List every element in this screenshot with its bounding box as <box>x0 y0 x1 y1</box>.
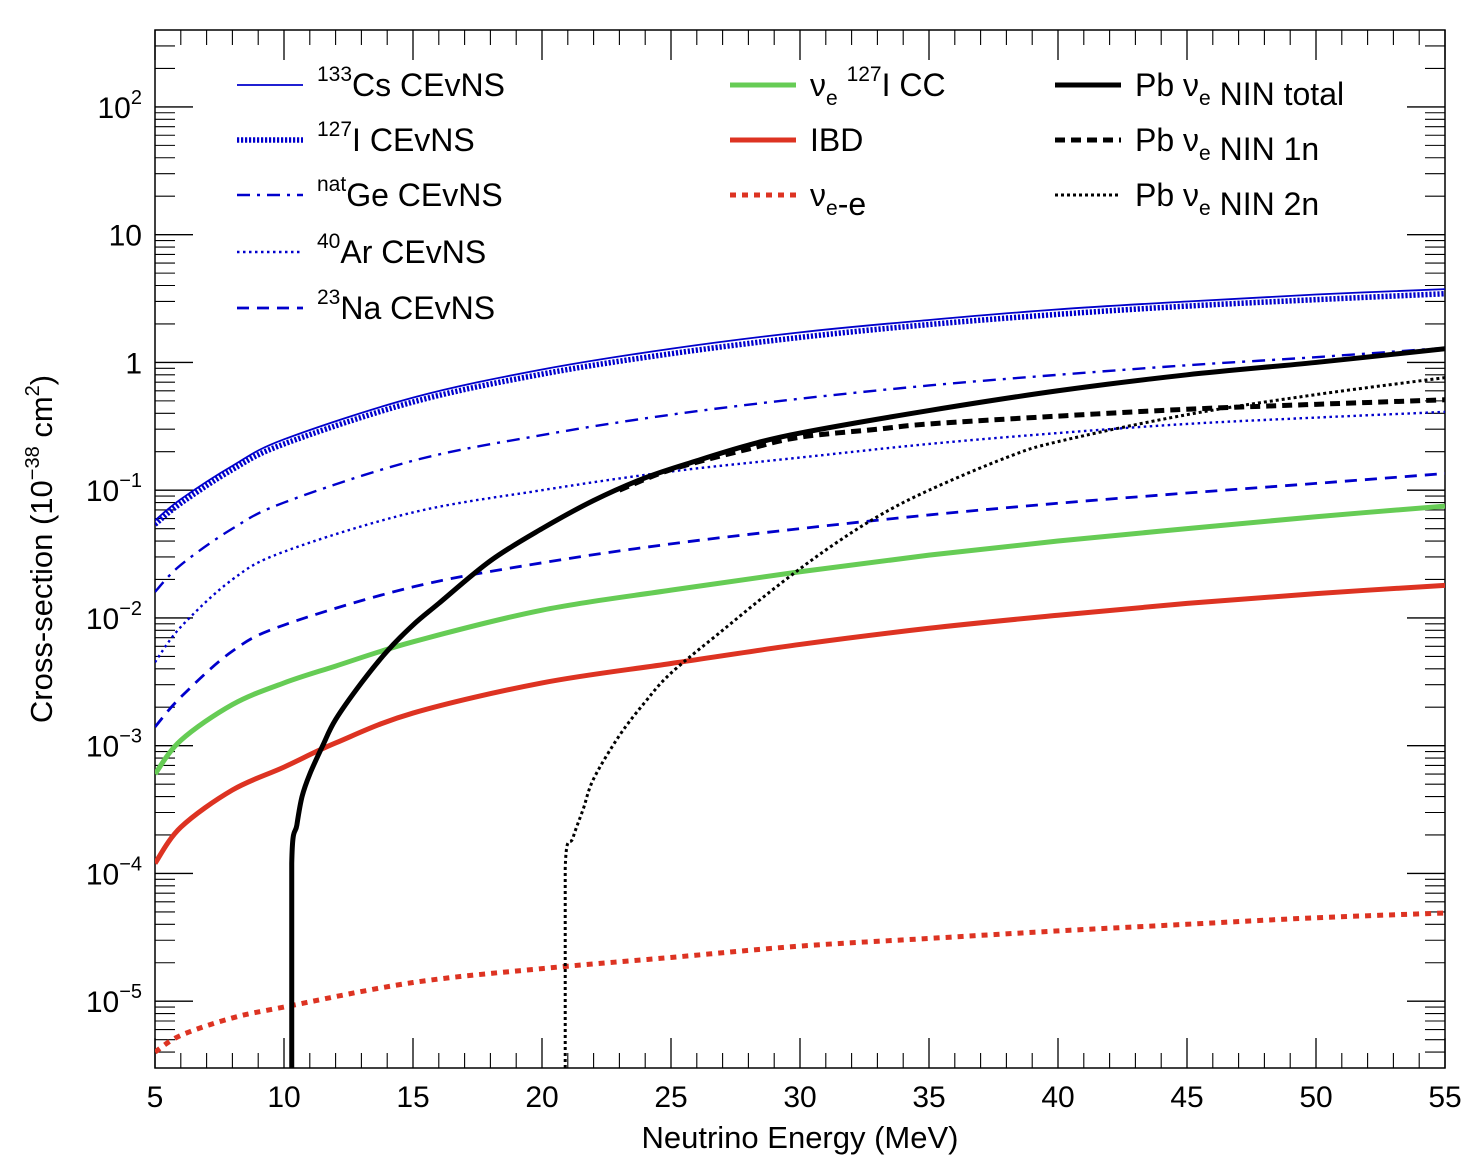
legend-label: 133Cs CEvNS <box>317 63 505 103</box>
x-tick-label: 40 <box>1041 1081 1074 1114</box>
x-tick-label: 35 <box>912 1081 945 1114</box>
y-axis-title-part: ) <box>24 375 59 385</box>
y-tick-label: 10−5 <box>86 981 142 1019</box>
x-tick-label: 45 <box>1170 1081 1203 1114</box>
legend-label: Pb νe NIN total <box>1135 67 1344 112</box>
x-tick-label: 10 <box>267 1081 300 1114</box>
series-line-ibd <box>155 582 1445 865</box>
series-line-40ar-cevns <box>155 410 1445 663</box>
legend-label: IBD <box>810 122 863 158</box>
y-tick-label: 10−3 <box>86 726 142 764</box>
x-tick-label: 25 <box>654 1081 687 1114</box>
y-axis-title-exponent: −38 <box>22 446 44 480</box>
legend-label: Pb νe NIN 2n <box>1135 177 1319 222</box>
y-tick-label: 10−2 <box>86 598 142 636</box>
y-axis-title-part: cm <box>24 396 59 446</box>
series-line--e-127i-cc <box>155 503 1445 776</box>
y-tick-label: 10 <box>109 220 142 253</box>
series-line-pb-e-nin-2n <box>563 376 1445 1068</box>
series-line-133cs-cevns <box>155 288 1445 522</box>
legend-label: νe 127I CC <box>810 63 946 110</box>
y-axis-title-exponent: 2 <box>22 385 44 396</box>
y-axis-title-part: Cross-section (10 <box>24 480 59 723</box>
series-line-23na-cevns <box>155 472 1445 728</box>
series-layer <box>155 288 1445 1068</box>
y-axis-title: Cross-section (10−38 cm2) <box>22 375 59 723</box>
legend-label: 40Ar CEvNS <box>317 230 486 270</box>
legend-label: Pb νe NIN 1n <box>1135 122 1319 167</box>
x-tick-label: 20 <box>525 1081 558 1114</box>
legend-label: 127I CEvNS <box>317 118 475 158</box>
x-tick-label: 30 <box>783 1081 816 1114</box>
x-tick-label: 50 <box>1299 1081 1332 1114</box>
x-axis-title: Neutrino Energy (MeV) <box>641 1120 958 1155</box>
x-tick-label: 55 <box>1428 1081 1461 1114</box>
y-tick-label: 10−1 <box>86 470 142 508</box>
legend-label: natGe CEvNS <box>317 173 503 213</box>
x-tick-label: 15 <box>396 1081 429 1114</box>
legend-label: νe-e <box>810 177 866 222</box>
series-line--e-e <box>155 910 1445 1055</box>
series-line-127i-cevns <box>155 290 1445 527</box>
y-tick-label: 10−4 <box>86 853 142 891</box>
x-tick-label: 5 <box>147 1081 164 1114</box>
series-line-pb-e-nin-total <box>289 346 1445 1068</box>
legend: 133Cs CEvNS 127I CEvNS natGe CEvNS 40Ar CEv… <box>237 63 1344 326</box>
x-axis: 5 10 15 20 25 30 35 40 45 50 55 <box>147 30 1462 1114</box>
y-tick-label: 102 <box>98 87 143 125</box>
series-line-pb-e-nin-1n <box>618 397 1445 493</box>
y-tick-label: 1 <box>125 347 142 380</box>
legend-label: 23Na CEvNS <box>317 286 495 326</box>
series-line-natge-cevns <box>155 346 1445 593</box>
